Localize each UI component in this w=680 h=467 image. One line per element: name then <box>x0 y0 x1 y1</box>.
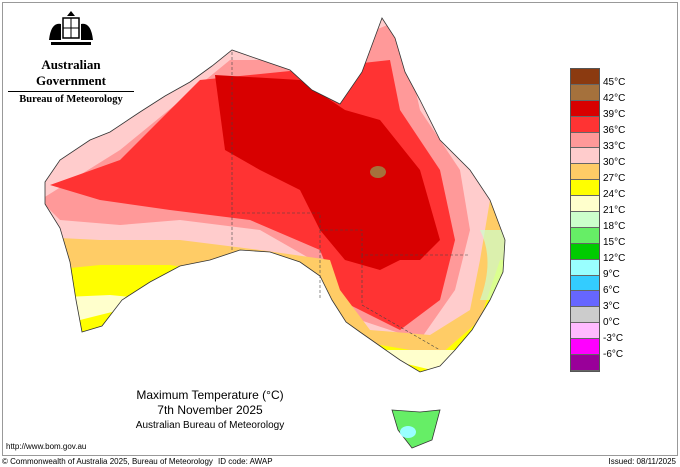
legend-swatch <box>571 227 599 244</box>
legend-swatch <box>571 148 599 165</box>
legend-label: 24°C <box>603 189 626 200</box>
legend-swatch <box>571 84 599 101</box>
legend-label: 18°C <box>603 221 626 232</box>
legend-label: 33°C <box>603 141 626 152</box>
government-name: Australian Government <box>35 57 107 88</box>
legend-swatch <box>571 275 599 292</box>
website-link[interactable]: http://www.bom.gov.au <box>6 442 87 451</box>
legend-label: 30°C <box>603 157 626 168</box>
state-borders <box>231 52 470 351</box>
legend-swatch <box>571 69 599 85</box>
legend-label: 39°C <box>603 109 626 120</box>
issued-date: Issued: 08/11/2025 <box>608 457 676 466</box>
bom-logo: Australian Government Bureau of Meteorol… <box>8 10 134 105</box>
source-line: Australian Bureau of Meteorology <box>135 420 285 431</box>
legend-label: 42°C <box>603 93 626 104</box>
legend-label: -3°C <box>603 333 624 344</box>
legend-label: 36°C <box>603 125 626 136</box>
legend-swatch <box>571 339 599 356</box>
date-line: 7th November 2025 <box>157 403 263 417</box>
legend-label: 0°C <box>603 317 620 328</box>
legend-label: 6°C <box>603 285 620 296</box>
legend-label: 27°C <box>603 173 626 184</box>
title-line: Maximum Temperature (°C) <box>136 388 284 402</box>
legend-swatch <box>571 212 599 228</box>
legend-swatch <box>571 100 599 117</box>
legend-label: 9°C <box>603 269 620 280</box>
legend-swatch <box>571 291 599 308</box>
legend-swatch <box>571 164 599 181</box>
legend-swatch <box>571 132 599 149</box>
coat-of-arms-icon <box>49 11 93 45</box>
tasmania <box>391 409 441 449</box>
bureau-name: Bureau of Meteorology <box>8 91 134 105</box>
legend-swatch <box>571 116 599 133</box>
legend-swatch <box>571 307 599 324</box>
legend-swatch <box>571 243 599 260</box>
legend-label: 45°C <box>603 77 626 88</box>
legend-label: -6°C <box>603 349 624 360</box>
map-title: Maximum Temperature (°C) 7th November 20… <box>100 388 320 433</box>
legend-label: 15°C <box>603 237 626 248</box>
legend-label: 12°C <box>603 253 626 264</box>
frame <box>2 2 678 456</box>
legend-label: 3°C <box>603 301 620 312</box>
copyright: © Commonwealth of Australia 2025, Bureau… <box>2 457 213 466</box>
legend-swatch <box>571 180 599 197</box>
legend-swatch <box>571 259 599 276</box>
legend-label: 21°C <box>603 205 626 216</box>
id-code: ID code: AWAP <box>218 457 273 466</box>
legend-swatch <box>571 196 599 213</box>
color-legend <box>570 68 600 372</box>
legend-swatch <box>571 323 599 340</box>
tasmania-cool-area <box>400 426 416 438</box>
legend-swatch <box>571 355 599 371</box>
legend-labels: 45°C 42°C 39°C 36°C 33°C 30°C 27°C 24°C 21°C 18°C… <box>603 75 625 363</box>
